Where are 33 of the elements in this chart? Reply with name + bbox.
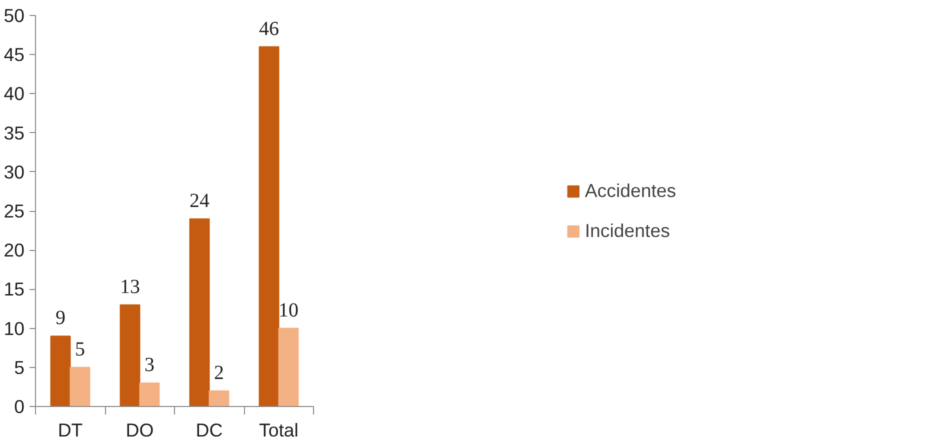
legend-label: Accidentes — [584, 180, 676, 202]
x-tick-label: DO — [126, 420, 154, 440]
data-label: 46 — [259, 18, 280, 40]
bar — [50, 336, 71, 406]
x-tick-label: DT — [58, 420, 83, 440]
data-label: 5 — [74, 338, 85, 360]
bar — [139, 382, 160, 406]
data-label: 3 — [144, 354, 154, 376]
y-tick-label: 5 — [14, 356, 25, 378]
data-label: 9 — [56, 307, 66, 330]
y-tick-label: 30 — [4, 161, 25, 182]
data-label: 10 — [278, 299, 298, 322]
y-tick-label: 25 — [4, 200, 25, 222]
data-label: 2 — [214, 362, 224, 384]
bar — [189, 218, 210, 406]
legend-label: Incidentes — [584, 220, 670, 242]
bar — [70, 366, 90, 406]
y-tick-label: 20 — [4, 240, 25, 261]
y-tick-label: 10 — [4, 318, 25, 339]
x-tick-label: DC — [196, 420, 223, 440]
bar — [278, 328, 299, 406]
bar — [258, 46, 280, 406]
y-tick-label: 40 — [4, 83, 25, 104]
bar — [208, 390, 230, 406]
y-tick-label: 35 — [4, 122, 25, 144]
y-tick-label: 15 — [4, 278, 25, 300]
x-tick-label: Total — [259, 420, 298, 440]
bar — [120, 304, 140, 406]
y-tick-label: 45 — [4, 44, 25, 66]
data-label: 24 — [190, 190, 210, 212]
data-label: 13 — [120, 276, 140, 298]
y-tick-label: 0 — [14, 396, 25, 417]
y-tick-label: 50 — [4, 5, 25, 26]
